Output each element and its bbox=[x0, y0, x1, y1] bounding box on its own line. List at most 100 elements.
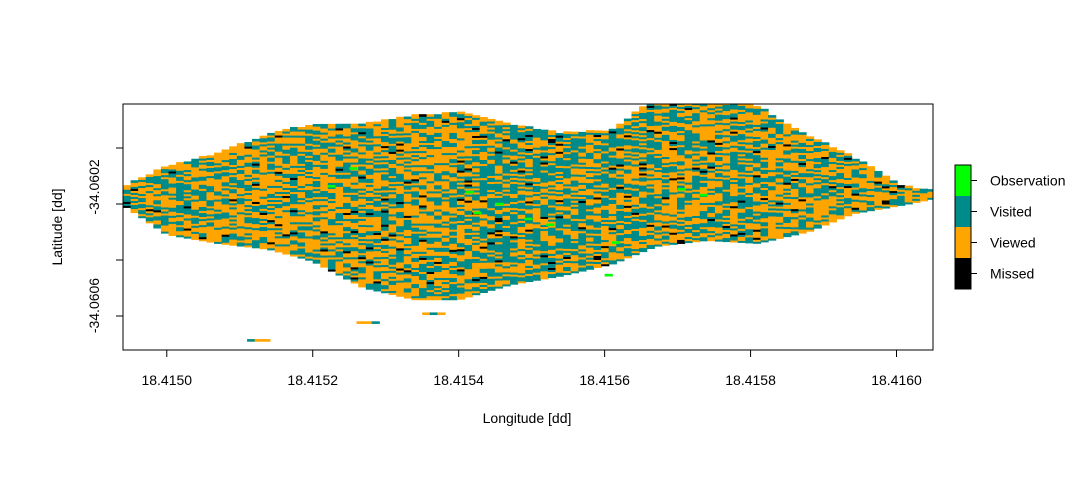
raster-cell bbox=[563, 147, 572, 151]
raster-cell bbox=[585, 148, 595, 151]
raster-cell bbox=[396, 197, 405, 201]
raster-cell bbox=[661, 160, 671, 164]
raster-cell bbox=[145, 186, 154, 190]
raster-cell bbox=[563, 177, 572, 181]
raster-cell bbox=[623, 239, 633, 243]
raster-cell bbox=[282, 211, 291, 215]
raster-cell bbox=[365, 216, 375, 220]
raster-cell bbox=[593, 233, 602, 236]
raster-cell bbox=[282, 199, 291, 203]
raster-cell bbox=[358, 268, 367, 272]
raster-cell bbox=[191, 219, 200, 222]
raster-cell bbox=[350, 194, 359, 197]
raster-cell bbox=[639, 201, 648, 204]
raster-cell bbox=[411, 255, 420, 258]
raster-cell bbox=[547, 271, 557, 275]
raster-cell bbox=[616, 246, 625, 250]
raster-cell bbox=[198, 184, 208, 187]
raster-cell bbox=[267, 136, 276, 140]
raster-cell bbox=[661, 122, 671, 125]
raster-cell bbox=[449, 283, 458, 287]
raster-cell bbox=[639, 215, 648, 218]
raster-cell bbox=[168, 217, 177, 220]
raster-cell bbox=[639, 160, 648, 164]
raster-cell bbox=[464, 175, 473, 179]
raster-cell bbox=[449, 247, 458, 250]
raster-cell bbox=[494, 161, 504, 164]
raster-cell bbox=[472, 161, 481, 165]
raster-cell bbox=[411, 277, 420, 281]
raster-cell bbox=[494, 183, 504, 186]
raster-cell bbox=[669, 155, 678, 159]
raster-cell bbox=[593, 194, 602, 198]
raster-cell bbox=[517, 151, 526, 155]
raster-cell bbox=[282, 225, 291, 229]
raster-cell bbox=[677, 118, 686, 122]
raster-cell bbox=[130, 190, 139, 193]
raster-cell bbox=[396, 153, 405, 156]
raster-cell bbox=[517, 167, 526, 171]
raster-cell bbox=[677, 110, 686, 113]
raster-cell bbox=[358, 222, 367, 225]
raster-cell bbox=[472, 143, 481, 147]
raster-cell bbox=[358, 167, 367, 171]
raster-cell bbox=[487, 215, 496, 219]
raster-cell bbox=[563, 191, 572, 195]
raster-cell bbox=[373, 173, 382, 177]
raster-cell bbox=[320, 180, 329, 183]
raster-cell bbox=[160, 210, 170, 214]
raster-cell bbox=[646, 147, 655, 151]
raster-cell bbox=[510, 241, 519, 245]
raster-cell bbox=[677, 164, 686, 168]
raster-cell bbox=[274, 209, 283, 213]
raster-cell bbox=[510, 199, 519, 203]
raster-cell bbox=[472, 214, 481, 217]
raster-cell bbox=[555, 185, 564, 189]
raster-cell bbox=[540, 240, 549, 244]
raster-cell bbox=[646, 244, 655, 247]
raster-cell bbox=[563, 209, 572, 213]
raster-cell bbox=[601, 255, 610, 259]
raster-cell bbox=[305, 173, 314, 177]
raster-cell bbox=[176, 170, 185, 173]
raster-cell bbox=[608, 245, 617, 249]
raster-cell bbox=[654, 149, 663, 152]
raster-cell bbox=[160, 224, 170, 228]
raster-cell bbox=[631, 163, 640, 167]
raster-cell bbox=[259, 226, 268, 230]
raster-cell bbox=[335, 254, 344, 258]
raster-cell bbox=[198, 194, 208, 197]
raster-cell bbox=[365, 287, 375, 290]
raster-cell bbox=[502, 174, 511, 178]
raster-cell bbox=[601, 156, 610, 160]
raster-cell bbox=[517, 274, 526, 278]
raster-cell bbox=[684, 188, 693, 191]
raster-cell bbox=[418, 247, 428, 250]
raster-cell bbox=[411, 285, 420, 289]
raster-cell bbox=[570, 262, 579, 266]
raster-cell bbox=[282, 159, 291, 162]
raster-cell bbox=[654, 221, 663, 225]
raster-cell bbox=[373, 171, 382, 175]
raster-cell bbox=[555, 139, 564, 142]
raster-cell bbox=[593, 208, 602, 212]
raster-cell bbox=[570, 268, 579, 272]
raster-cell bbox=[677, 138, 686, 142]
raster-cell bbox=[479, 276, 488, 279]
raster-cell bbox=[593, 259, 602, 262]
raster-cell bbox=[350, 137, 359, 141]
raster-cell bbox=[350, 172, 359, 175]
raster-cell bbox=[623, 227, 633, 231]
raster-cell bbox=[365, 212, 375, 216]
raster-cell bbox=[677, 241, 686, 244]
raster-cell bbox=[373, 288, 382, 292]
raster-cell bbox=[244, 200, 253, 204]
raster-cell bbox=[305, 247, 314, 251]
raster-cell bbox=[312, 132, 321, 135]
raster-cell bbox=[320, 160, 329, 163]
raster-cell bbox=[388, 121, 397, 124]
raster-cell bbox=[601, 253, 610, 257]
raster-cell bbox=[661, 172, 671, 176]
raster-cell bbox=[358, 153, 367, 157]
raster-cell bbox=[403, 152, 412, 156]
